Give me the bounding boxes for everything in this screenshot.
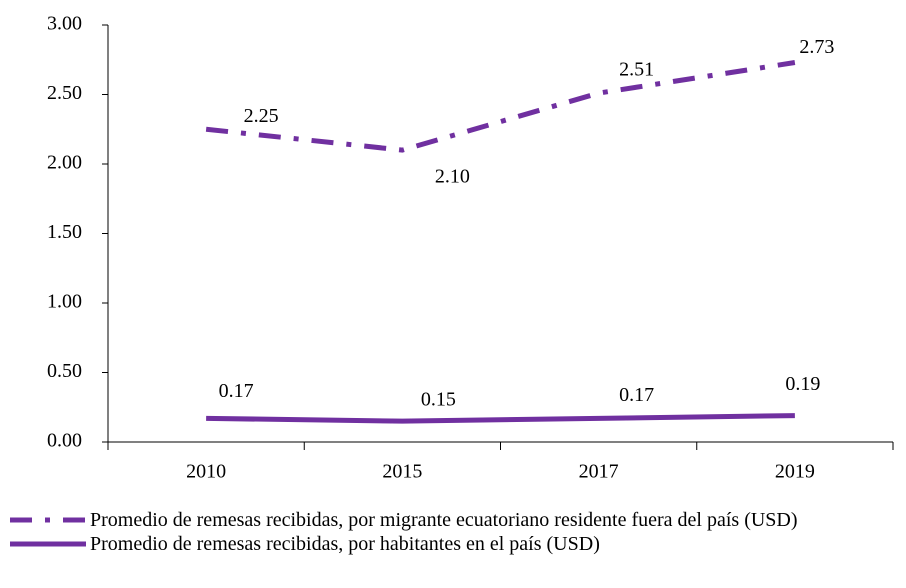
data-label: 0.17: [619, 384, 654, 406]
x-tick-label: 2019: [775, 461, 815, 483]
legend-entry: Promedio de remesas recibidas, por habit…: [0, 532, 890, 556]
data-label: 0.15: [421, 389, 456, 411]
legend-swatch: [10, 541, 86, 547]
data-label: 0.17: [219, 380, 254, 402]
data-label: 0.19: [785, 373, 820, 395]
series-line: [205, 60, 796, 153]
legend-swatch: [10, 517, 86, 523]
x-tick-label: 2015: [382, 461, 422, 483]
legend-label: Promedio de remesas recibidas, por habit…: [90, 533, 600, 555]
x-tick-label: 2010: [186, 461, 226, 483]
data-label: 2.10: [435, 166, 470, 188]
series-line: [206, 413, 795, 424]
y-tick-label: 2.00: [47, 152, 82, 174]
chart: 0.00 0.50 1.00 1.50 2.00 2.50 3.00 2010 2015 2017…: [47, 13, 894, 483]
y-tick-label: 3.00: [47, 13, 82, 35]
data-label: 2.25: [244, 105, 279, 127]
data-label: 2.73: [799, 36, 834, 58]
legend-label: Promedio de remesas recibidas, por migra…: [90, 509, 798, 531]
y-tick-label: 0.00: [47, 430, 82, 452]
legend: Promedio de remesas recibidas, por migra…: [0, 500, 906, 556]
legend-entry: Promedio de remesas recibidas, por migra…: [0, 508, 890, 532]
y-tick-label: 0.50: [47, 360, 82, 382]
y-tick-label: 1.00: [47, 291, 82, 313]
y-tick-label: 2.50: [47, 82, 82, 104]
data-label: 2.51: [619, 59, 654, 81]
x-tick-label: 2017: [579, 461, 619, 483]
y-tick-label: 1.50: [47, 221, 82, 243]
